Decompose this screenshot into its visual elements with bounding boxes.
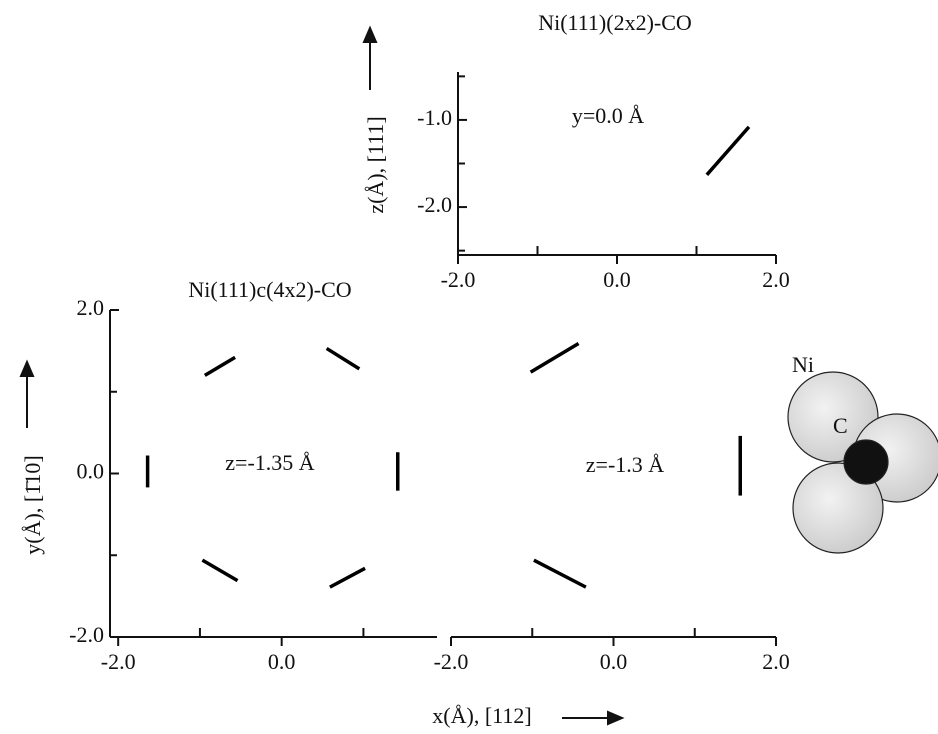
y-tick-label: 0.0 <box>77 459 105 484</box>
trace-segment <box>705 125 751 176</box>
x-tick-label: -2.0 <box>101 649 136 674</box>
y-tick-label: 2.0 <box>77 295 105 320</box>
trace-segment <box>533 558 587 589</box>
axis-arrows <box>19 25 625 726</box>
annotation: z=-1.3 Å <box>586 452 664 477</box>
chart-title: Ni(111)(2x2)-CO <box>538 10 692 35</box>
x-tick-label: 0.0 <box>603 267 631 292</box>
trace-segment <box>201 558 239 583</box>
y-tick-label: -2.0 <box>417 192 452 217</box>
trace-segment <box>329 566 366 589</box>
x-tick-label: 0.0 <box>600 649 628 674</box>
annotation: z=-1.35 Å <box>225 450 314 475</box>
trace-segment <box>203 355 236 377</box>
y-axis-label: z(Å), [111] <box>363 116 388 213</box>
x-tick-label: 0.0 <box>268 649 296 674</box>
annotation: y=0.0 Å <box>572 103 644 128</box>
inset-label: Ni <box>792 352 814 377</box>
y-tick-label: -1.0 <box>417 105 452 130</box>
molecule-inset <box>787 371 938 554</box>
y-tick-label: -2.0 <box>69 622 104 647</box>
trace-segment <box>529 342 580 374</box>
x-tick-label: -2.0 <box>434 649 469 674</box>
chart-title: Ni(111)c(4x2)-CO <box>188 277 351 302</box>
trace-segment <box>325 346 361 371</box>
x-tick-label: -2.0 <box>441 267 476 292</box>
x-tick-label: 2.0 <box>762 649 790 674</box>
x-axis-label: x(Å), [112] <box>432 703 531 728</box>
inset-label: C <box>833 413 848 438</box>
y-axis-label: y(Å), [1̄10] <box>20 455 45 554</box>
x-tick-label: 2.0 <box>762 267 790 292</box>
